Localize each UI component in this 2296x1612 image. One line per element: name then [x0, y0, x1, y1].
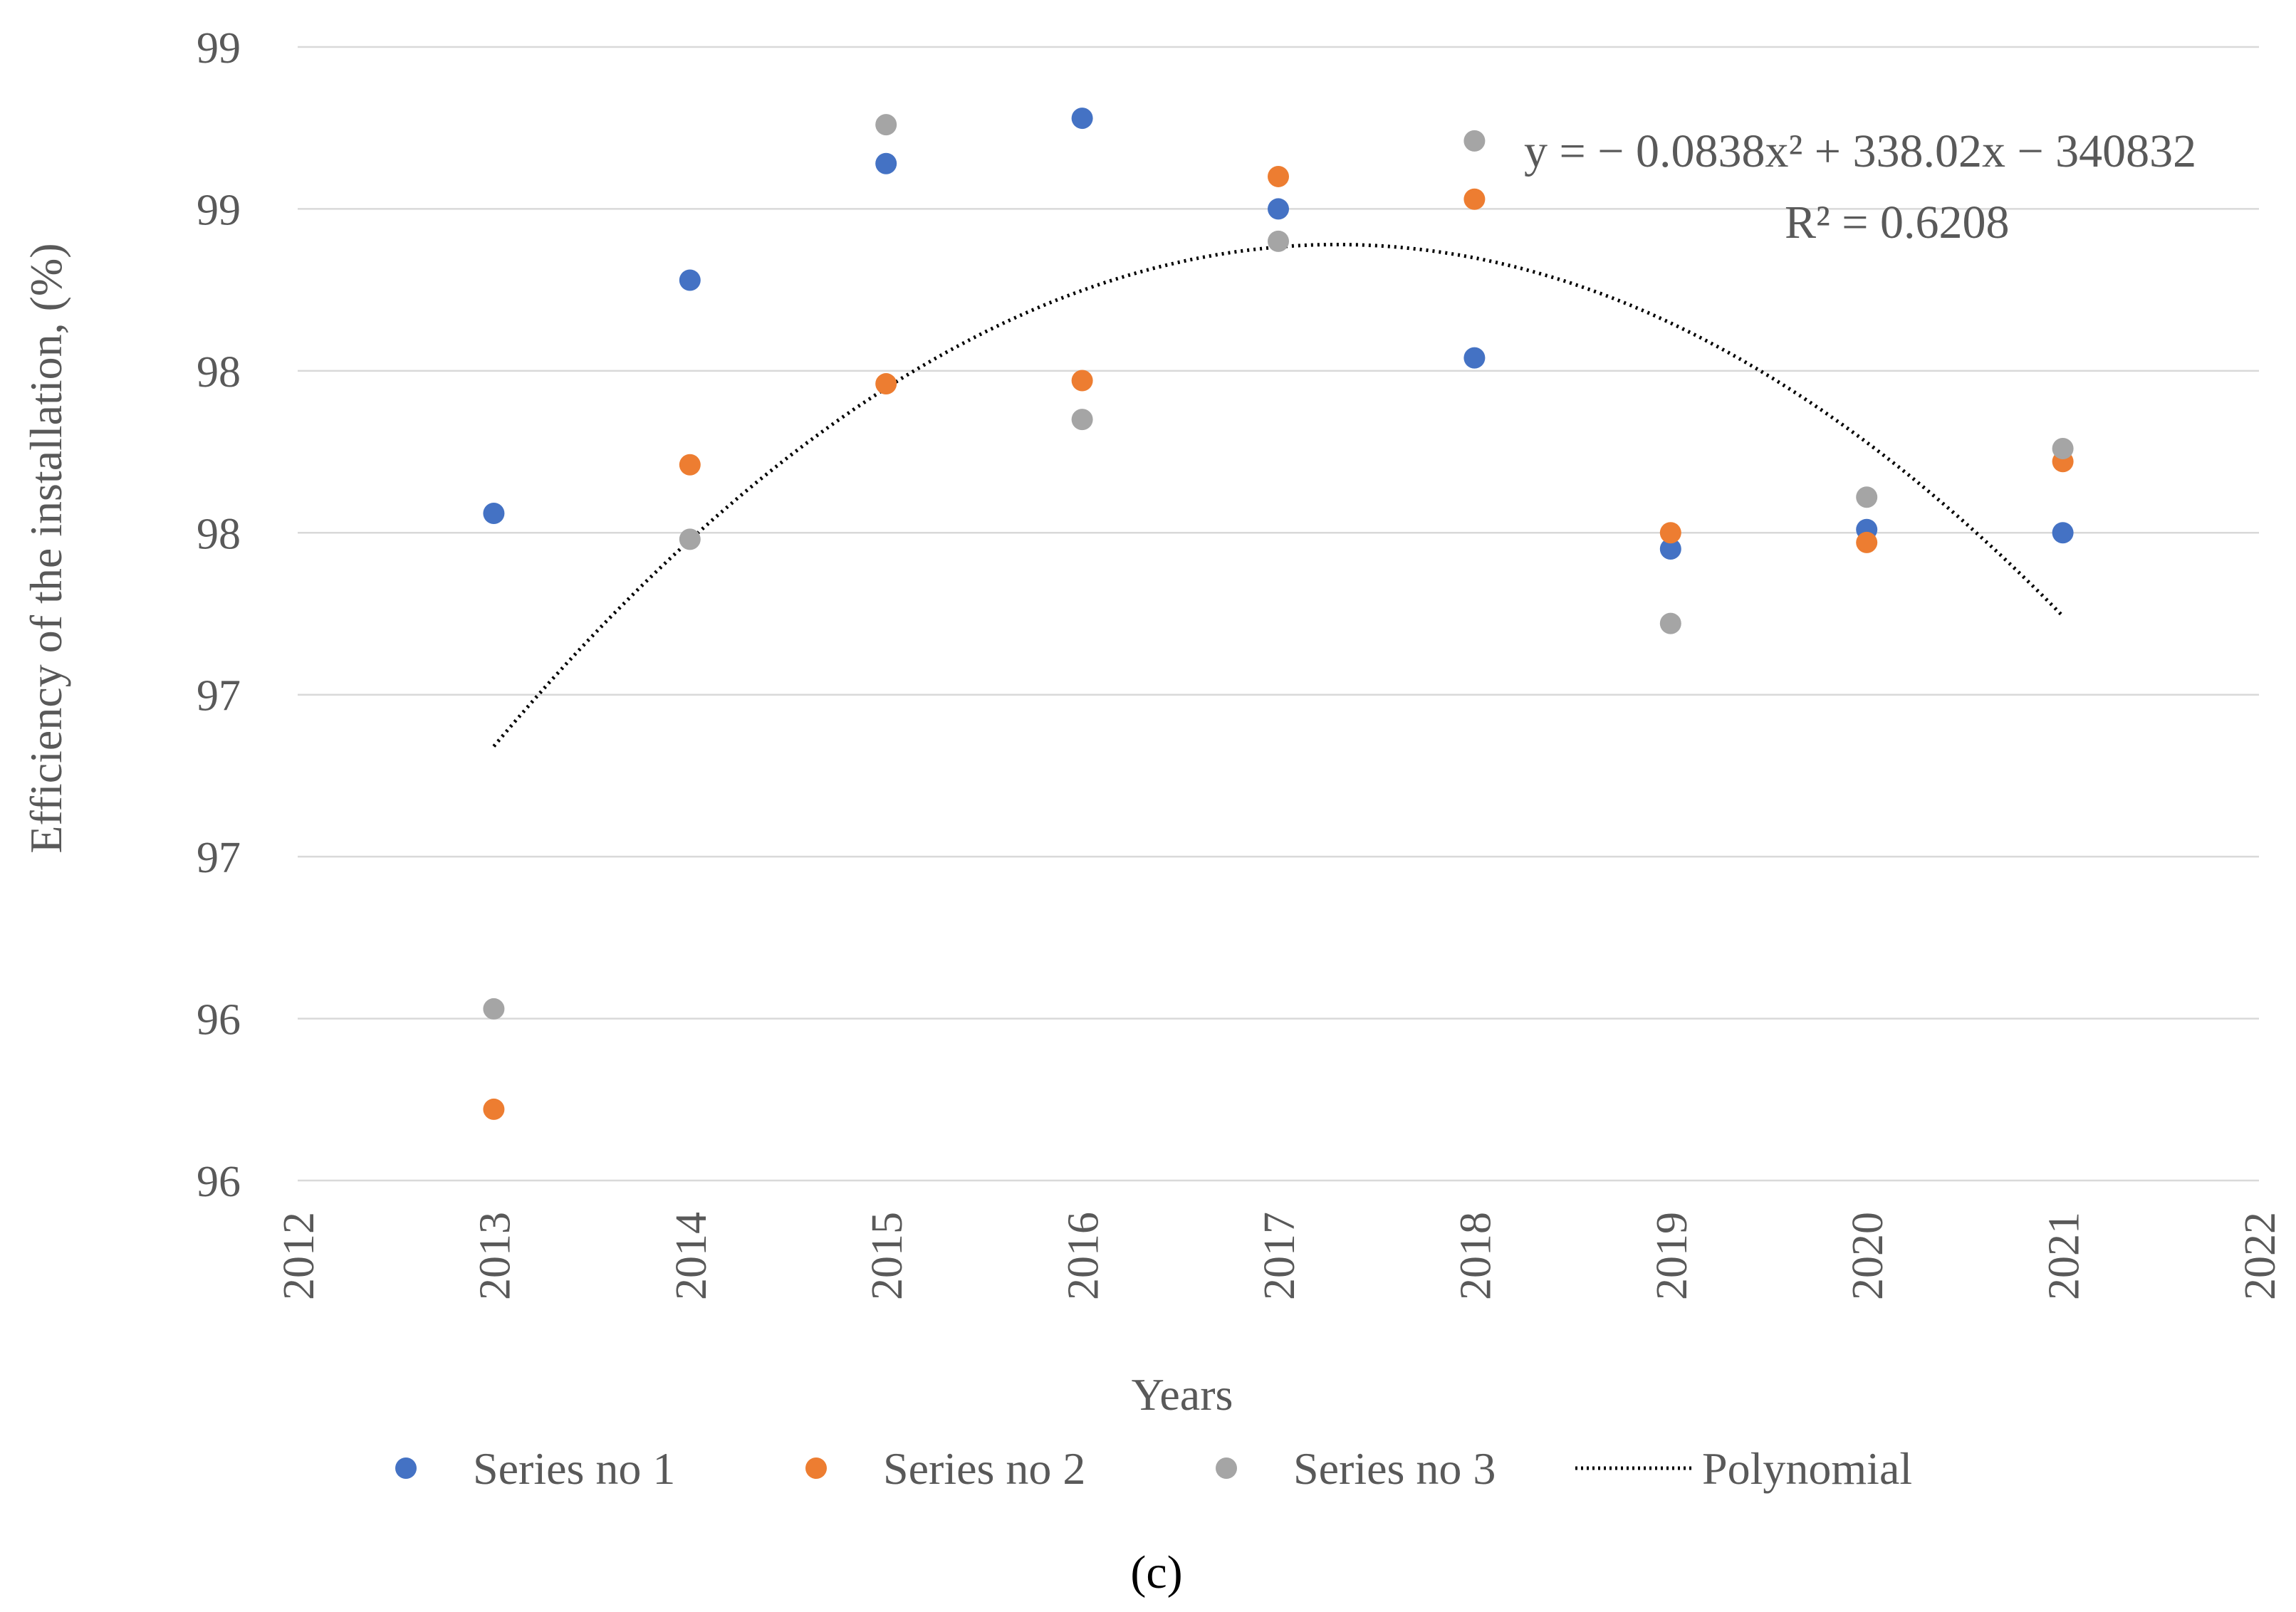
y-tick-label-2: 97 [197, 834, 241, 882]
series-3-point-2013 [483, 998, 505, 1020]
series-3-point-2018 [1463, 130, 1486, 152]
series-1-point-2019 [1659, 538, 1681, 560]
series-3-point-2017 [1268, 230, 1289, 252]
legend-label-polynomial: Polynomial [1702, 1443, 1912, 1494]
x-tick-label-2021: 2021 [2040, 1212, 2089, 1300]
x-tick-label-2020: 2020 [1844, 1212, 1892, 1300]
series-1-point-2017 [1268, 198, 1289, 220]
legend-marker-series-1 [395, 1457, 417, 1479]
trendline-r-squared: R² = 0.6208 [1785, 197, 2010, 248]
series-2-point-2017 [1268, 165, 1289, 187]
series-1-point-2016 [1071, 108, 1093, 130]
series-3-point-2019 [1659, 612, 1681, 634]
x-tick-label-2016: 2016 [1060, 1212, 1108, 1300]
x-tick-label-2015: 2015 [863, 1212, 912, 1300]
legend-marker-series-3 [1216, 1457, 1237, 1479]
y-tick-label-4: 98 [197, 510, 241, 558]
x-axis-ticks: 2012 2013 2014 2015 2016 2017 2018 2019 2020 2021… [275, 1212, 2285, 1300]
series-2-point-2018 [1463, 188, 1486, 210]
polynomial-trendline [492, 243, 2065, 748]
y-axis-title: Efficiency of the installation, (%) [21, 243, 71, 853]
y-tick-label-6: 99 [197, 186, 241, 234]
trendline-curve [492, 243, 2065, 748]
y-tick-label-1: 96 [197, 996, 241, 1045]
series-1-point-2014 [679, 269, 701, 291]
series-2-point-2015 [875, 373, 897, 395]
y-tick-label-7: 99 [197, 24, 241, 73]
series-2-point-2016 [1071, 370, 1093, 392]
legend-label-series-2: Series no 2 [883, 1443, 1085, 1494]
legend-label-series-3: Series no 3 [1293, 1443, 1496, 1494]
y-tick-label-3: 97 [197, 672, 241, 721]
series-1-point-2018 [1463, 347, 1486, 369]
x-tick-label-2017: 2017 [1256, 1212, 1304, 1300]
series-2-point-2014 [679, 454, 701, 476]
y-tick-label-5: 98 [197, 348, 241, 397]
data-points [483, 108, 2074, 1120]
series-1-point-2013 [483, 502, 505, 524]
series-2-point-2020 [1856, 531, 1878, 553]
series-2-point-2019 [1659, 522, 1681, 544]
gridlines [298, 46, 2259, 1182]
y-tick-label-0: 96 [197, 1158, 241, 1206]
figure-caption: (c) [1130, 1546, 1182, 1598]
legend: Series no 1 Series no 2 Series no 3 Poly… [395, 1443, 1912, 1494]
x-tick-label-2014: 2014 [667, 1212, 716, 1300]
series-3-point-2015 [875, 114, 897, 136]
series-3-point-2016 [1071, 409, 1093, 431]
y-axis-ticks: 96 96 97 97 98 98 99 99 [197, 24, 241, 1206]
series-3-point-2021 [2052, 438, 2074, 460]
x-tick-label-2019: 2019 [1648, 1212, 1696, 1300]
series-3-point-2020 [1856, 486, 1878, 508]
series-3-point-2014 [679, 528, 701, 550]
x-tick-label-2018: 2018 [1451, 1212, 1500, 1300]
legend-marker-series-2 [805, 1457, 827, 1479]
x-tick-label-2013: 2013 [471, 1212, 519, 1300]
x-tick-label-2022: 2022 [2236, 1212, 2285, 1300]
legend-label-series-1: Series no 1 [473, 1443, 675, 1494]
x-axis-title: Years [1132, 1369, 1233, 1420]
series-1-point-2015 [875, 152, 897, 174]
series-2-point-2013 [483, 1098, 505, 1120]
series-1-point-2021 [2052, 522, 2074, 544]
trendline-equation: y = − 0.0838x² + 338.02x − 340832 [1524, 125, 2196, 177]
x-tick-label-2012: 2012 [275, 1212, 323, 1300]
